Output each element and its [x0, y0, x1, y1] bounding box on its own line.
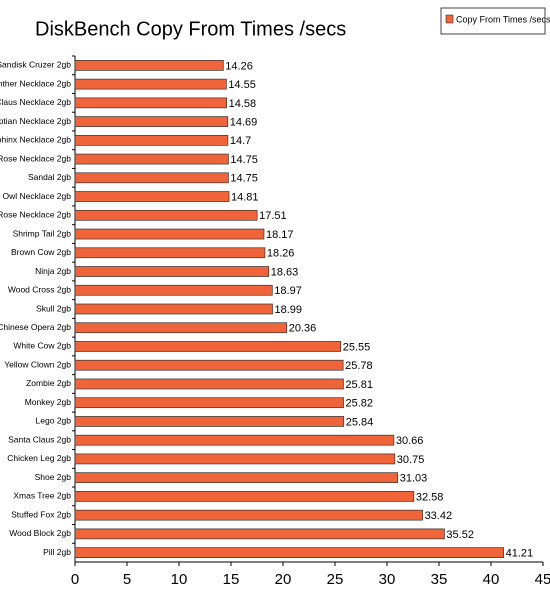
y-tick-label: Santa Claus Necklace 2gb — [0, 97, 71, 107]
y-tick-label: Wood Block 2gb — [9, 528, 71, 538]
y-tick-label: Sandisk Cruzer 2gb — [0, 60, 71, 70]
y-tick-label: Yellow Clown 2gb — [4, 359, 71, 369]
value-label: 30.75 — [397, 454, 425, 466]
value-label: 18.99 — [274, 304, 302, 316]
x-tick-label: 15 — [223, 571, 240, 588]
bar — [74, 453, 396, 465]
y-tick-label: Egyptian Necklace 2gb — [0, 116, 71, 126]
y-tick-label: Zombie 2gb — [26, 378, 71, 388]
x-tick-label: 10 — [171, 571, 188, 588]
y-tick-label: Santa Claus 2gb — [8, 434, 71, 444]
value-label: 18.26 — [267, 248, 295, 260]
y-tick-label: White Cow 2gb — [13, 341, 71, 351]
bar — [74, 247, 266, 259]
value-label: 41.21 — [506, 548, 534, 560]
value-label: 25.84 — [346, 416, 374, 428]
bar — [74, 378, 344, 390]
y-tick-label: Black Rose Necklace 2gb — [0, 153, 71, 163]
bar — [74, 134, 229, 146]
bar — [74, 191, 230, 202]
bar — [74, 284, 273, 296]
y-tick-label: Pill 2gb — [43, 547, 71, 557]
y-tick-label: Ninja 2gb — [35, 266, 71, 276]
bar — [74, 472, 399, 484]
value-label: 14.26 — [225, 60, 253, 72]
x-tick-label: 20 — [275, 571, 292, 588]
y-tick-label: Sandal 2gb — [28, 172, 71, 182]
bar — [74, 209, 258, 221]
x-tick-label: 45 — [535, 571, 550, 588]
legend-label: Copy From Times /secs — [456, 14, 550, 24]
value-label: 25.78 — [345, 360, 373, 372]
value-label: 32.58 — [416, 491, 444, 503]
value-label: 25.55 — [343, 341, 371, 353]
y-tick-label: Stuffed Fox 2gb — [11, 509, 71, 519]
bar — [74, 116, 229, 127]
y-tick-label: Shoe 2gb — [35, 472, 72, 482]
bar — [74, 153, 229, 165]
bar — [74, 397, 344, 409]
x-tick-label: 0 — [71, 571, 79, 588]
bar — [74, 228, 265, 240]
y-tick-label: Xmas Tree 2gb — [13, 491, 71, 501]
legend-swatch — [445, 14, 454, 24]
value-label: 18.63 — [271, 266, 299, 278]
bar — [74, 416, 345, 427]
bar — [74, 60, 224, 71]
value-label: 25.81 — [345, 379, 373, 391]
value-label: 20.36 — [289, 323, 317, 335]
value-label: 33.42 — [425, 510, 453, 522]
value-label: 14.55 — [228, 79, 256, 91]
y-tick-label: Wood Cross 2gb — [8, 285, 71, 295]
value-label: 14.75 — [230, 154, 258, 166]
x-tick-label: 30 — [379, 571, 396, 588]
y-tick-label: Chicken Leg 2gb — [7, 453, 71, 463]
bar — [74, 172, 229, 184]
value-label: 14.7 — [230, 135, 251, 147]
value-label: 14.75 — [230, 173, 258, 185]
y-tick-label: Skull 2gb — [36, 303, 71, 313]
y-tick-label: Sphinx Necklace 2gb — [0, 135, 71, 145]
value-label: 14.69 — [230, 116, 258, 128]
y-tick-label: Panther Necklace 2gb — [0, 78, 71, 88]
y-tick-label: Chinese Opera 2gb — [0, 322, 71, 332]
value-label: 14.58 — [229, 98, 257, 110]
bar — [74, 78, 227, 90]
x-tick-label: 40 — [483, 571, 500, 588]
y-tick-label: Shrimp Tail 2gb — [13, 228, 72, 238]
bar — [74, 434, 395, 446]
value-label: 18.17 — [266, 229, 294, 241]
y-tick-label: Lego 2gb — [36, 416, 72, 426]
bar — [74, 359, 344, 371]
bar — [74, 509, 423, 521]
bar — [74, 97, 227, 109]
value-label: 17.51 — [259, 210, 287, 222]
chart-title: DiskBench Copy From Times /secs — [35, 18, 346, 40]
y-tick-label: Brown Cow 2gb — [11, 247, 71, 257]
x-tick-label: 5 — [123, 571, 131, 588]
value-label: 30.66 — [396, 435, 424, 447]
value-label: 14.81 — [231, 191, 259, 203]
legend — [440, 7, 546, 35]
bar — [74, 341, 342, 352]
bar — [74, 266, 270, 277]
x-tick-label: 35 — [431, 571, 448, 588]
bar — [74, 528, 445, 540]
value-label: 18.97 — [274, 285, 302, 297]
bar — [74, 491, 415, 502]
value-label: 31.03 — [400, 473, 428, 485]
bar — [74, 303, 273, 315]
bar — [74, 322, 288, 334]
value-label: 25.82 — [346, 398, 374, 410]
bar — [74, 547, 504, 558]
y-tick-label: Owl Necklace 2gb — [2, 191, 71, 201]
y-tick-label: Red Rose Necklace 2gb — [0, 210, 71, 220]
x-tick-label: 25 — [327, 571, 344, 588]
y-tick-label: Monkey 2gb — [25, 397, 72, 407]
value-label: 35.52 — [446, 529, 474, 541]
